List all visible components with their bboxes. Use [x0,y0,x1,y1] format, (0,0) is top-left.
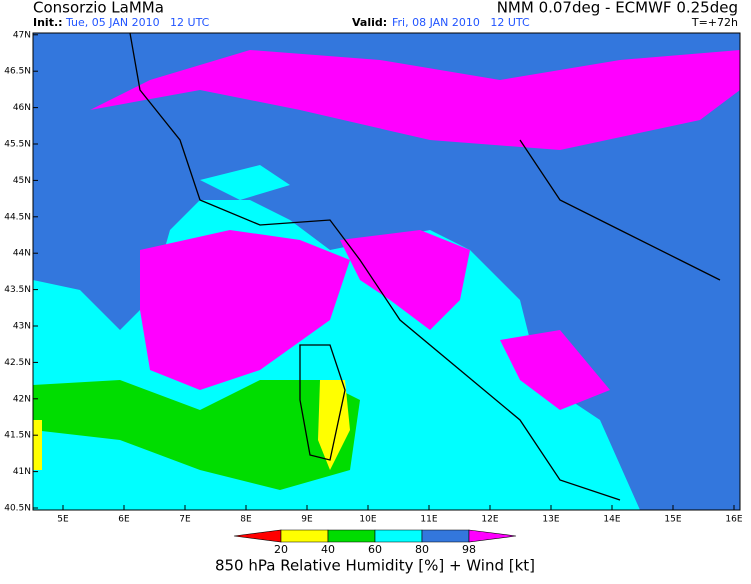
colorbar-label: 40 [321,543,335,556]
caption: 850 hPa Relative Humidity [%] + Wind [kt… [215,557,535,575]
field-magenta [90,50,740,150]
lon-label: 8E [240,515,252,525]
lon-label: 7E [179,515,191,525]
field-cyan [200,165,290,200]
colorbar-label: 80 [415,543,429,556]
colorbar-segment [280,529,329,543]
lon-label: 13E [542,515,559,525]
colorbar-segment [468,529,517,543]
lon-label: 5E [57,515,69,525]
lat-label: 44.5N [4,212,31,222]
lat-axis: 40.5N 41N 41.5N 42N 42.5N 43N 43.5N 44N 44.5N 45N… [4,30,38,514]
lon-label: 16E [725,515,742,525]
colorbar-segment [327,529,376,543]
field-green [33,380,360,490]
lon-label: 15E [664,515,681,525]
lat-label: 41.5N [4,431,31,441]
field-magenta [500,330,610,410]
lat-label: 42.5N [4,358,31,368]
lon-label: 12E [481,515,498,525]
lat-label: 46.5N [4,67,31,77]
colorbar-label: 20 [274,543,288,556]
lead: T=+72h [691,16,738,29]
lat-label: 45.5N [4,140,31,150]
colorbar: 20 40 60 80 98 [233,529,517,556]
field-magenta [140,230,350,390]
valid-label: Valid: [352,16,387,29]
model: NMM 0.07deg - ECMWF 0.25deg [497,0,738,17]
coastline [129,33,721,501]
field-magenta [340,230,470,330]
lon-label: 14E [603,515,620,525]
lat-label: 46N [13,103,31,113]
lat-label: 40.5N [4,504,31,514]
lat-label: 42N [13,394,31,404]
init-label: Init.: [33,16,63,29]
lat-label: 47N [13,30,31,40]
lat-label: 43.5N [4,285,31,295]
lon-axis: 5E 6E 7E 8E 9E 10E 11E 12E 13E 14E 15E 16E [57,505,743,525]
colorbar-label: 60 [368,543,382,556]
lon-label: 11E [420,515,437,525]
colorbar-segment [233,529,282,543]
colorbar-label: 98 [462,543,476,556]
lon-label: 9E [301,515,313,525]
valid: Fri, 08 JAN 2010 12 UTC [392,16,530,29]
lat-label: 44N [13,249,31,259]
lon-label: 10E [359,515,376,525]
map: 5E 6E 7E 8E 9E 10E 11E 12E 13E 14E 15E 16E 40.5N 41N… [4,30,743,524]
init: Tue, 05 JAN 2010 12 UTC [65,16,210,29]
map-frame [32,32,741,511]
lon-label: 6E [118,515,130,525]
lat-label: 43N [13,322,31,332]
colorbar-segment [374,529,423,543]
lat-label: 41N [13,467,31,477]
lat-label: 45N [13,176,31,186]
colorbar-segment [421,529,470,543]
title: Consorzio LaMMa [33,0,164,17]
